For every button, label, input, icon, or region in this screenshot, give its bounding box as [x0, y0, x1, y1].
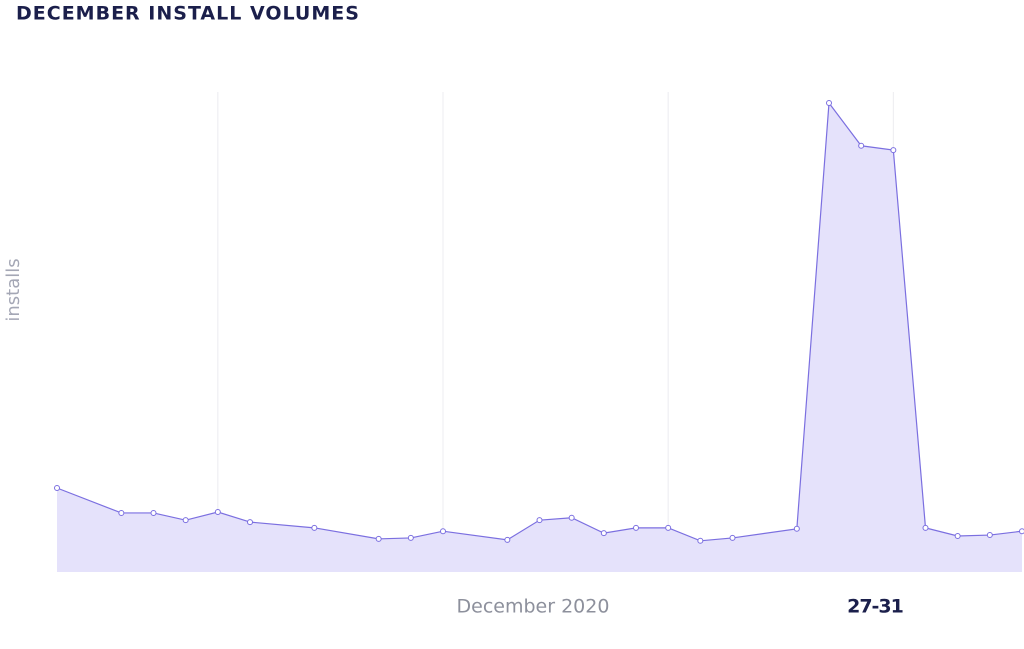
data-point [311, 524, 318, 531]
highlight-label: 27-31 [847, 596, 903, 618]
data-point [922, 524, 929, 531]
data-point [793, 525, 800, 532]
data-point [568, 514, 575, 521]
data-point [665, 524, 672, 531]
data-point [858, 142, 865, 149]
data-point [504, 536, 511, 543]
data-point [600, 530, 607, 537]
data-point [118, 509, 125, 516]
data-point [697, 537, 704, 544]
data-point [182, 517, 189, 524]
data-point [150, 509, 157, 516]
data-point [729, 534, 736, 541]
data-point [1019, 528, 1024, 535]
data-point [54, 485, 60, 491]
data-point [375, 535, 382, 542]
chart-title: DECEMBER INSTALL VOLUMES [16, 3, 360, 25]
data-point [890, 147, 897, 154]
data-point [247, 519, 253, 526]
data-point [633, 524, 639, 531]
data-point [954, 533, 961, 539]
x-axis-label: December 2020 [457, 596, 610, 618]
data-point [986, 532, 993, 539]
data-point [536, 517, 543, 524]
data-point [440, 528, 446, 535]
area-fill [57, 103, 1022, 572]
data-point [214, 509, 221, 515]
y-axis-label: installs [3, 258, 24, 321]
data-point [407, 534, 414, 541]
area-line [56, 101, 1023, 542]
data-point [826, 100, 832, 107]
